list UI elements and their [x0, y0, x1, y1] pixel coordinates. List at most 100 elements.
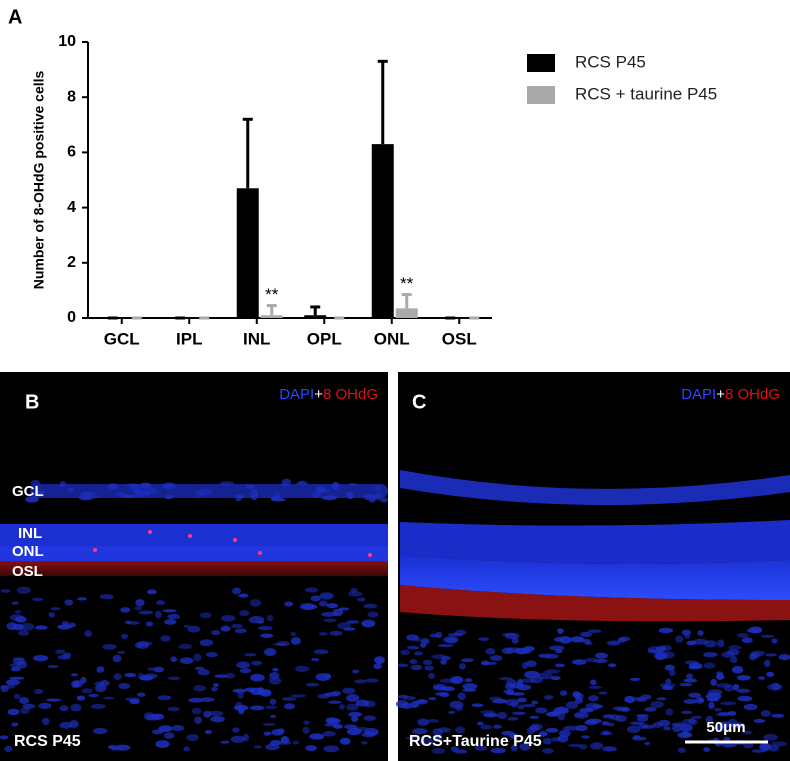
nucleus	[160, 635, 171, 642]
nucleus	[118, 682, 131, 690]
nucleus	[220, 625, 231, 632]
nucleus	[661, 685, 674, 691]
nucleus	[428, 672, 436, 679]
nucleus	[427, 719, 439, 723]
nucleus	[741, 637, 753, 644]
nucleus	[183, 624, 191, 628]
nucleus	[529, 715, 540, 719]
nucleus	[730, 655, 738, 664]
nucleus	[231, 623, 243, 629]
osl-band	[400, 585, 790, 622]
nucleus	[778, 653, 790, 661]
nucleus	[72, 680, 83, 688]
nucleus	[771, 713, 785, 718]
nucleus	[553, 636, 565, 642]
nucleus	[296, 481, 309, 486]
nucleus	[510, 744, 518, 752]
nucleus	[92, 727, 108, 735]
legend-label: RCS P45	[575, 52, 646, 71]
nucleus	[15, 616, 27, 623]
nucleus	[669, 669, 676, 676]
nucleus	[134, 606, 143, 611]
nucleus	[220, 615, 236, 622]
image-caption: RCS+Taurine P45	[409, 733, 542, 750]
nucleus	[647, 648, 655, 654]
nucleus	[455, 726, 466, 734]
oxidized-spot	[188, 534, 192, 538]
nucleus	[328, 700, 342, 704]
legend-swatch	[527, 86, 555, 104]
nucleus	[525, 660, 537, 667]
nucleus	[113, 673, 122, 680]
nucleus	[683, 699, 698, 704]
nucleus	[450, 746, 459, 752]
nucleus	[269, 714, 277, 719]
legend-label: RCS + taurine P45	[575, 84, 717, 103]
error-bar	[266, 304, 277, 316]
nucleus	[253, 745, 262, 749]
nucleus	[367, 611, 379, 618]
nucleus	[96, 666, 105, 673]
nucleus	[363, 603, 378, 609]
error-bar	[401, 293, 412, 309]
nucleus	[419, 737, 434, 746]
nucleus	[736, 633, 749, 638]
stain-legend: DAPI+8 OHdG	[681, 386, 780, 403]
nucleus	[480, 724, 493, 730]
nucleus	[114, 744, 131, 751]
nucleus	[4, 745, 13, 753]
nucleus	[290, 631, 297, 637]
nucleus	[264, 705, 277, 710]
nucleus	[716, 675, 725, 680]
nucleus	[137, 692, 146, 697]
nucleus	[331, 482, 340, 490]
nucleus	[482, 661, 497, 665]
nucleus	[321, 495, 337, 500]
nucleus	[249, 599, 262, 607]
nucleus	[688, 718, 696, 724]
nucleus	[157, 695, 172, 701]
nucleus	[59, 705, 69, 712]
nucleus	[439, 678, 456, 684]
nucleus	[653, 651, 669, 660]
nucleus	[200, 697, 215, 702]
nucleus	[57, 655, 71, 660]
nucleus	[708, 702, 715, 709]
nucleus	[11, 722, 19, 727]
nucleus	[477, 721, 484, 726]
nucleus	[705, 715, 714, 724]
nucleus	[302, 603, 318, 610]
nucleus	[139, 482, 152, 489]
nucleus	[322, 730, 336, 737]
nucleus	[236, 661, 251, 669]
x-tick-label: IPL	[176, 329, 202, 348]
nucleus	[38, 702, 52, 710]
nucleus	[24, 496, 39, 503]
nucleus	[208, 710, 224, 717]
plus: +	[314, 386, 323, 403]
nucleus	[626, 725, 641, 734]
nucleus	[164, 618, 177, 625]
nucleus	[405, 736, 418, 740]
nucleus	[191, 707, 202, 715]
nucleus	[428, 697, 437, 701]
nucleus	[348, 482, 358, 486]
nucleus	[272, 642, 288, 646]
nucleus	[751, 652, 760, 659]
nucleus	[357, 597, 366, 602]
nucleus	[342, 687, 356, 694]
nucleus	[33, 654, 49, 662]
image-caption: RCS P45	[14, 733, 81, 750]
nucleus	[167, 676, 181, 681]
nucleus	[224, 672, 236, 679]
nucleus	[319, 592, 334, 600]
nucleus	[268, 677, 282, 685]
nucleus	[197, 669, 210, 676]
nucleus	[138, 610, 154, 615]
nucleus	[310, 595, 321, 602]
nucleus	[492, 699, 508, 704]
nucleus	[505, 698, 520, 707]
nucleus	[250, 660, 262, 666]
nucleus	[753, 718, 766, 723]
nucleus	[601, 730, 610, 735]
